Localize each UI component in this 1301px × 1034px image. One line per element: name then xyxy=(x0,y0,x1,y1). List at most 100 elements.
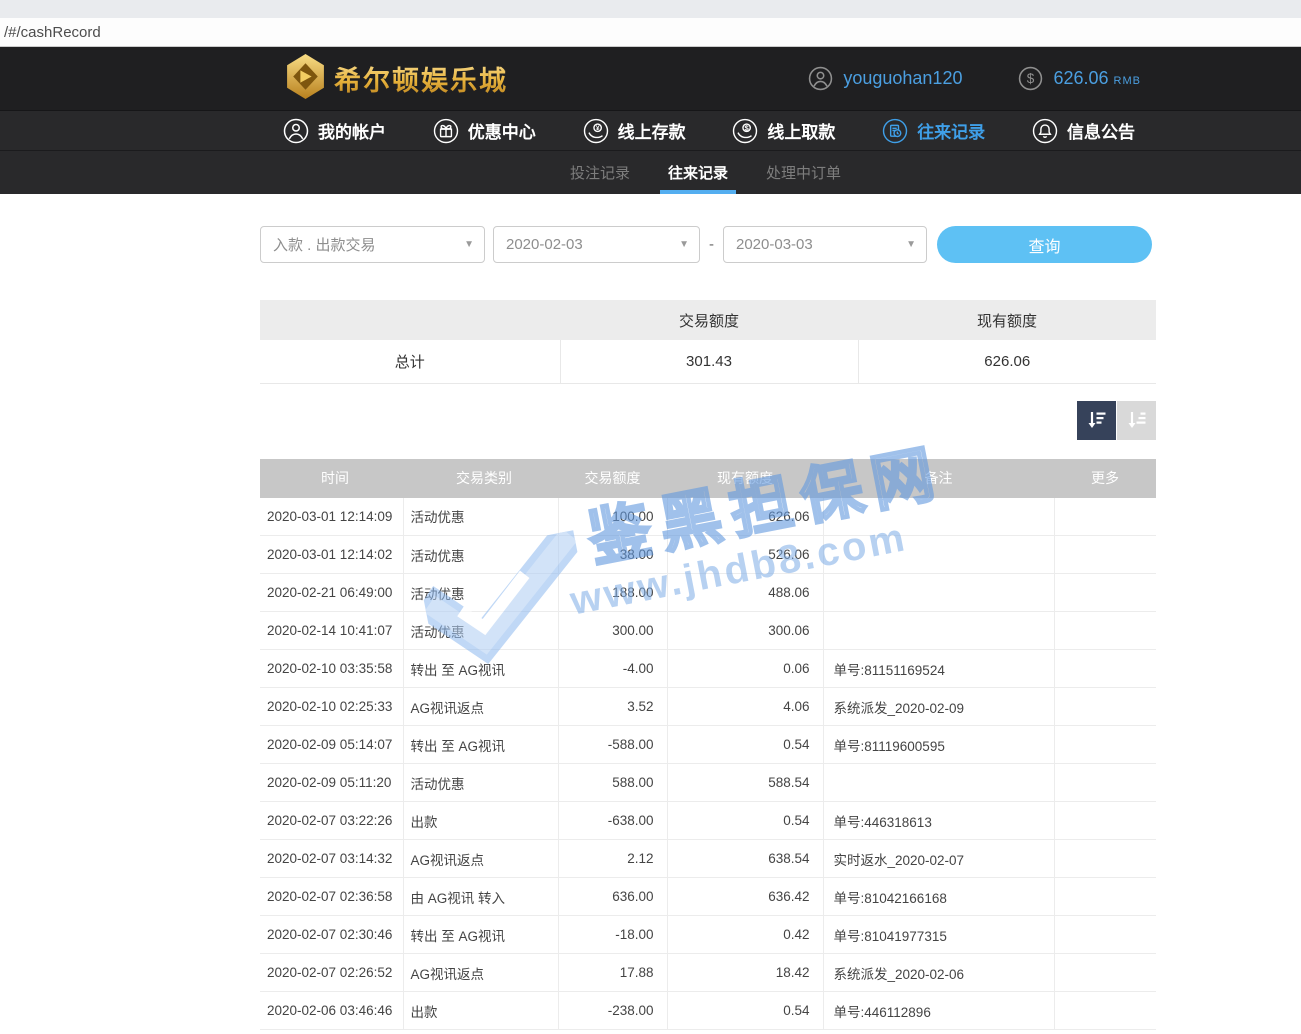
cell-more xyxy=(1054,649,1156,688)
cell-time: 2020-02-09 05:11:20 xyxy=(260,763,404,802)
dollar-icon: $ xyxy=(1018,66,1043,91)
cell-time: 2020-02-07 03:22:26 xyxy=(260,801,404,840)
svg-text:$: $ xyxy=(1027,71,1035,86)
cell-more xyxy=(1054,953,1156,992)
chevron-down-icon: ▼ xyxy=(906,239,916,250)
table-row: 2020-02-07 02:36:58 由 AG视讯 转入 636.00 636.42… xyxy=(260,877,1156,916)
summary-col-balance: 现有额度 xyxy=(858,300,1156,340)
cell-time: 2020-03-01 12:14:09 xyxy=(260,497,404,536)
records-header-row: 时间 交易类别 交易额度 现有额度 备注 更多 xyxy=(260,458,1156,498)
nav-label: 优惠中心 xyxy=(467,123,536,142)
tab-bet-records[interactable]: 投注记录 xyxy=(569,165,630,182)
cell-amount: 17.88 xyxy=(558,953,668,992)
date-from-select[interactable]: 2020-02-03 ▼ xyxy=(493,226,700,263)
cell-note: 单号:81041977315 xyxy=(823,915,1055,954)
cell-more xyxy=(1054,687,1156,726)
cell-time: 2020-02-14 10:41:07 xyxy=(260,611,404,650)
account-user[interactable]: youguohan120 xyxy=(808,66,962,91)
date-to-select[interactable]: 2020-03-03 ▼ xyxy=(723,226,927,263)
nav-item-deposit[interactable]: ¥ 线上存款 xyxy=(583,118,686,144)
brand-name: 希尔顿娱乐城 xyxy=(334,59,508,98)
table-row: 2020-02-21 06:49:00 活动优惠 188.00 488.06 xyxy=(260,573,1156,612)
cell-amount: -238.00 xyxy=(558,991,668,1030)
cell-type: 活动优惠 xyxy=(403,535,559,574)
cell-amount: 636.00 xyxy=(558,877,668,916)
cell-type: 活动优惠 xyxy=(403,573,559,612)
sort-controls xyxy=(260,400,1156,440)
cell-more xyxy=(1054,611,1156,650)
bell-icon xyxy=(1032,118,1058,144)
cell-amount: 2.12 xyxy=(558,839,668,878)
cell-balance: 526.06 xyxy=(667,535,824,574)
cell-amount: 188.00 xyxy=(558,573,668,612)
table-row: 2020-02-14 10:41:07 活动优惠 300.00 300.06 xyxy=(260,611,1156,650)
cell-amount: 3.52 xyxy=(558,687,668,726)
cell-more xyxy=(1054,877,1156,916)
cell-note: 单号:446112896 xyxy=(823,991,1055,1030)
cell-note: 实时返水_2020-02-07 xyxy=(823,839,1055,878)
nav-item-cash-records[interactable]: 往来记录 xyxy=(882,118,985,144)
cell-note: 系统派发_2020-02-06 xyxy=(823,953,1055,992)
cell-amount: 38.00 xyxy=(558,535,668,574)
cell-more xyxy=(1054,763,1156,802)
sort-desc-icon xyxy=(1088,412,1105,428)
summary-col-transaction: 交易额度 xyxy=(560,300,858,340)
cell-time: 2020-02-07 02:36:58 xyxy=(260,877,404,916)
nav-item-withdraw[interactable]: $ 线上取款 xyxy=(732,118,835,144)
cell-type: 转出 至 AG视讯 xyxy=(403,725,559,764)
tab-processing-orders[interactable]: 处理中订单 xyxy=(766,165,842,182)
records-icon xyxy=(882,118,908,144)
cell-balance: 638.54 xyxy=(667,839,824,878)
cell-type: AG视讯返点 xyxy=(403,839,559,878)
cell-amount: 100.00 xyxy=(558,497,668,536)
records-tbody: 2020-03-01 12:14:09 活动优惠 100.00 626.06 2020-… xyxy=(260,497,1156,1030)
user-icon xyxy=(283,118,309,144)
browser-url-bar[interactable]: /#/cashRecord xyxy=(0,18,1301,47)
tab-cash-records[interactable]: 往来记录 xyxy=(659,151,737,194)
cell-balance: 0.54 xyxy=(667,725,824,764)
cell-more xyxy=(1054,573,1156,612)
username: youguohan120 xyxy=(843,68,963,88)
cell-balance: 0.54 xyxy=(667,991,824,1030)
cell-more xyxy=(1054,915,1156,954)
account-balance[interactable]: $ 626.06 RMB xyxy=(1018,66,1141,91)
main-content: 入款 . 出款交易 ▼ 2020-02-03 ▼ - 2020-03-03 ▼ … xyxy=(260,226,1156,1030)
summary-total-row: 总计 301.43 626.06 xyxy=(260,340,1156,384)
query-button[interactable]: 查询 xyxy=(937,226,1152,263)
cell-balance: 488.06 xyxy=(667,573,824,612)
table-row: 2020-02-07 03:14:32 AG视讯返点 2.12 638.54 实时返水_… xyxy=(260,839,1156,878)
cell-amount: -588.00 xyxy=(558,725,668,764)
cell-note xyxy=(823,573,1055,612)
balance-currency: RMB xyxy=(1113,75,1141,87)
date-range-separator: - xyxy=(709,236,714,253)
transaction-type-select[interactable]: 入款 . 出款交易 ▼ xyxy=(260,226,485,263)
summary-transaction-total: 301.43 xyxy=(560,340,859,384)
sort-desc-button[interactable] xyxy=(1077,400,1116,440)
cell-amount: -4.00 xyxy=(558,649,668,688)
sub-nav: 投注记录 往来记录 处理中订单 xyxy=(0,150,1301,194)
site-header: 希尔顿娱乐城 youguohan120 $ 626.06 RMB xyxy=(0,47,1301,110)
table-row: 2020-02-07 02:26:52 AG视讯返点 17.88 18.42 系统派发_… xyxy=(260,953,1156,992)
brand-logo[interactable]: 希尔顿娱乐城 xyxy=(285,53,508,104)
chevron-down-icon: ▼ xyxy=(464,239,474,250)
cell-time: 2020-02-21 06:49:00 xyxy=(260,573,404,612)
cell-time: 2020-02-07 02:26:52 xyxy=(260,953,404,992)
nav-label: 往来记录 xyxy=(917,123,986,142)
nav-label: 我的帐户 xyxy=(318,123,386,142)
brand-diamond-icon xyxy=(285,53,326,104)
cell-time: 2020-02-07 03:14:32 xyxy=(260,839,404,878)
cell-amount: -18.00 xyxy=(558,915,668,954)
nav-item-my-account[interactable]: 我的帐户 xyxy=(283,118,386,144)
sort-asc-button[interactable] xyxy=(1117,400,1156,440)
cell-more xyxy=(1054,991,1156,1030)
nav-item-announcements[interactable]: 信息公告 xyxy=(1032,118,1135,144)
table-row: 2020-02-07 03:22:26 出款 -638.00 0.54 单号:44631… xyxy=(260,801,1156,840)
cell-more xyxy=(1054,801,1156,840)
nav-item-promotions[interactable]: 优惠中心 xyxy=(433,118,536,144)
cell-note xyxy=(823,763,1055,802)
user-avatar-icon xyxy=(808,66,833,91)
table-row: 2020-02-10 02:25:33 AG视讯返点 3.52 4.06 系统派发_20… xyxy=(260,687,1156,726)
cell-balance: 0.42 xyxy=(667,915,824,954)
chevron-down-icon: ▼ xyxy=(679,239,689,250)
browser-chrome-strip xyxy=(0,0,1301,18)
